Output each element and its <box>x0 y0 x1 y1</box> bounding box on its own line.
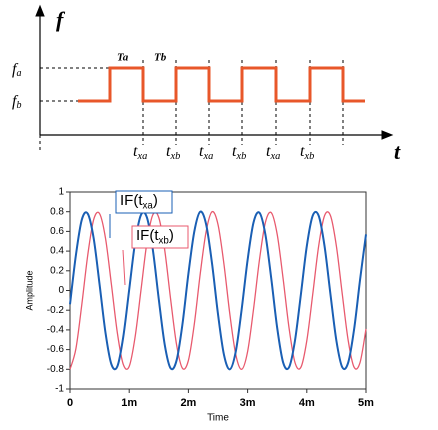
annotation: IF(txb) <box>136 227 174 246</box>
y-axis-label: Amplitude <box>24 270 34 310</box>
switch-label: txb <box>300 143 314 163</box>
y-tick-label: -0.6 <box>47 344 65 355</box>
y-tick-label: 0.2 <box>50 265 64 276</box>
y-tick-label: 0 <box>58 285 64 296</box>
y-tick-label: 0.8 <box>50 206 64 217</box>
f-label: f <box>56 7 66 32</box>
switch-label: txa <box>266 143 280 163</box>
annotation-box <box>115 190 173 214</box>
frequency-diagram <box>35 4 394 152</box>
y-tick-label: -0.2 <box>47 305 65 316</box>
annotation-pointer <box>122 249 126 286</box>
x-tick-label: 4m <box>299 397 315 409</box>
x-tick-label: 1m <box>121 397 137 409</box>
arrow <box>35 4 45 17</box>
series-line <box>69 210 367 370</box>
switch-label: txb <box>232 143 246 163</box>
x-tick-label: 5m <box>358 397 374 409</box>
switch-label: txa <box>133 143 147 163</box>
annotation-box <box>131 225 189 249</box>
switch-label: txa <box>199 143 213 163</box>
frequency-switching <box>78 66 365 103</box>
t-label: t <box>394 139 401 164</box>
plot-frame <box>69 191 367 390</box>
period-label: Tb <box>154 52 167 64</box>
y-tick-label: 1 <box>58 187 64 198</box>
switch-label: txb <box>166 143 180 163</box>
x-tick-label: 0 <box>67 397 73 409</box>
switch-labels: txa txb txa txb txa txb <box>133 143 314 163</box>
series-line <box>69 210 367 371</box>
x-tick-label: 2m <box>180 397 196 409</box>
level-label: fb <box>12 93 21 112</box>
level-label: fa <box>12 61 21 80</box>
y-tick-label: -0.8 <box>47 364 65 375</box>
annotation: IF(txa) <box>120 192 158 211</box>
diagram-labels: f t fa fb Ta Tb <box>12 7 401 164</box>
period-label: Ta <box>117 52 129 64</box>
y-tick-label: -1 <box>55 384 64 395</box>
y-tick-label: 0.6 <box>50 226 64 237</box>
y-tick-label: 0.4 <box>50 246 64 257</box>
arrow <box>381 130 394 140</box>
x-axis-label: Time <box>207 413 229 424</box>
y-tick-label: -0.4 <box>47 325 65 336</box>
x-tick-label: 3m <box>240 397 256 409</box>
chart: -1 -0.8 -0.6 -0.4 -0.2 0 0.2 0.4 0.6 0.8 1 0 1m 2m 3m 4… <box>24 187 374 424</box>
